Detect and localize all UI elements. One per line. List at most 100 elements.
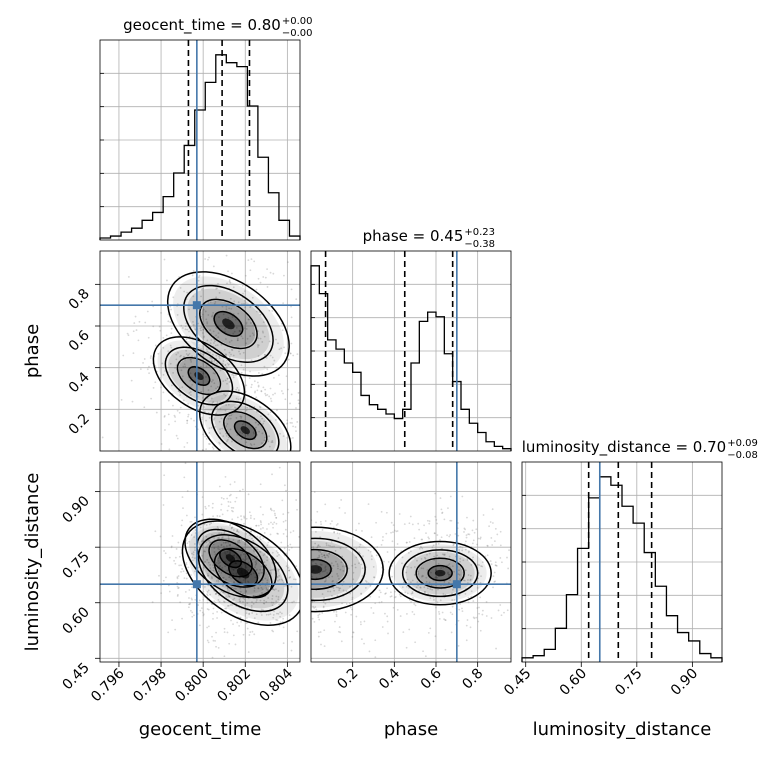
- sample-point: [240, 620, 242, 623]
- sample-point: [442, 593, 445, 595]
- sample-point: [303, 582, 305, 584]
- sample-point: [223, 627, 226, 630]
- sample-point: [253, 550, 256, 553]
- sample-point: [218, 537, 220, 539]
- y-tick-label: 0.8: [66, 286, 93, 313]
- sample-point: [175, 353, 178, 356]
- y-tick-label: 0.2: [66, 411, 93, 438]
- sample-point: [261, 442, 263, 445]
- sample-point: [241, 551, 244, 553]
- sample-point: [287, 566, 290, 569]
- sample-point: [251, 601, 253, 604]
- sample-point: [225, 578, 227, 581]
- sample-point: [421, 538, 424, 541]
- sample-point: [360, 593, 363, 595]
- sample-point: [297, 567, 299, 569]
- sample-point: [162, 346, 165, 349]
- sample-point: [291, 422, 293, 424]
- sample-point: [181, 386, 184, 389]
- sample-point: [314, 606, 317, 608]
- sample-point: [210, 360, 213, 362]
- x-axis-label-phase: phase: [384, 719, 438, 740]
- sample-point: [265, 588, 268, 591]
- sample-point: [302, 531, 304, 533]
- sample-point: [179, 406, 182, 409]
- sample-point: [424, 591, 426, 593]
- y-axis-label-phase: phase: [22, 324, 43, 378]
- sample-point: [160, 443, 163, 445]
- sample-point: [194, 557, 196, 560]
- sample-point: [289, 517, 291, 519]
- sample-point: [211, 656, 214, 659]
- sample-point: [273, 377, 275, 379]
- sample-point: [205, 507, 207, 510]
- sample-point: [229, 493, 232, 496]
- sample-point: [423, 665, 425, 667]
- sample-point: [495, 647, 497, 650]
- sample-point: [319, 536, 321, 539]
- sample-point: [223, 530, 226, 533]
- sample-point: [254, 390, 257, 393]
- sample-point: [473, 617, 476, 620]
- sample-point: [209, 541, 211, 544]
- sample-point: [245, 565, 247, 567]
- sample-point: [160, 312, 162, 314]
- sample-point: [262, 276, 265, 278]
- sample-point: [352, 536, 354, 539]
- sample-point: [224, 551, 226, 554]
- sample-point: [340, 499, 343, 501]
- sample-point: [252, 572, 255, 575]
- sample-point: [493, 571, 496, 574]
- sample-point: [372, 565, 375, 568]
- sample-point: [170, 384, 173, 387]
- sample-point: [185, 539, 188, 542]
- sample-point: [210, 385, 213, 388]
- sample-point: [416, 559, 418, 562]
- sample-point: [237, 312, 240, 315]
- sample-point: [225, 359, 228, 362]
- sample-point: [375, 554, 378, 557]
- sample-point: [229, 483, 232, 486]
- sample-point: [306, 566, 308, 568]
- sample-point: [202, 433, 205, 436]
- sample-point: [466, 559, 469, 561]
- sample-point: [461, 549, 464, 552]
- sample-point: [405, 646, 408, 649]
- sample-point: [194, 328, 197, 331]
- sample-point: [314, 530, 317, 533]
- sample-point: [324, 556, 327, 559]
- sample-point: [406, 613, 408, 615]
- sample-point: [271, 441, 274, 444]
- sample-point: [358, 522, 360, 525]
- sample-point: [477, 537, 480, 540]
- sample-point: [225, 338, 227, 340]
- sample-point: [269, 271, 272, 274]
- sample-point: [321, 529, 324, 531]
- sample-point: [306, 540, 308, 542]
- sample-point: [335, 613, 338, 616]
- sample-point: [181, 568, 184, 570]
- sample-point: [298, 624, 300, 626]
- sample-point: [264, 394, 267, 397]
- sample-point: [227, 500, 230, 503]
- sample-point: [349, 592, 351, 595]
- sample-point: [380, 543, 383, 546]
- sample-point: [449, 495, 452, 498]
- sample-point: [200, 348, 202, 351]
- sample-point: [393, 596, 396, 599]
- sample-point: [186, 441, 189, 444]
- sample-point: [379, 591, 382, 594]
- hist-panel-luminosity_distance: luminosity_distance = 0.70 +0.09−0.08: [521, 438, 758, 663]
- sample-point: [469, 578, 472, 581]
- sample-point: [255, 562, 258, 564]
- sample-point: [264, 276, 267, 279]
- sample-point: [220, 611, 223, 614]
- sample-point: [223, 601, 226, 603]
- sample-point: [254, 564, 257, 566]
- sample-point: [370, 555, 373, 557]
- sample-point: [279, 615, 282, 618]
- sample-point: [240, 515, 242, 517]
- sample-point: [186, 542, 189, 545]
- sample-point: [148, 372, 150, 375]
- sample-point: [305, 513, 307, 515]
